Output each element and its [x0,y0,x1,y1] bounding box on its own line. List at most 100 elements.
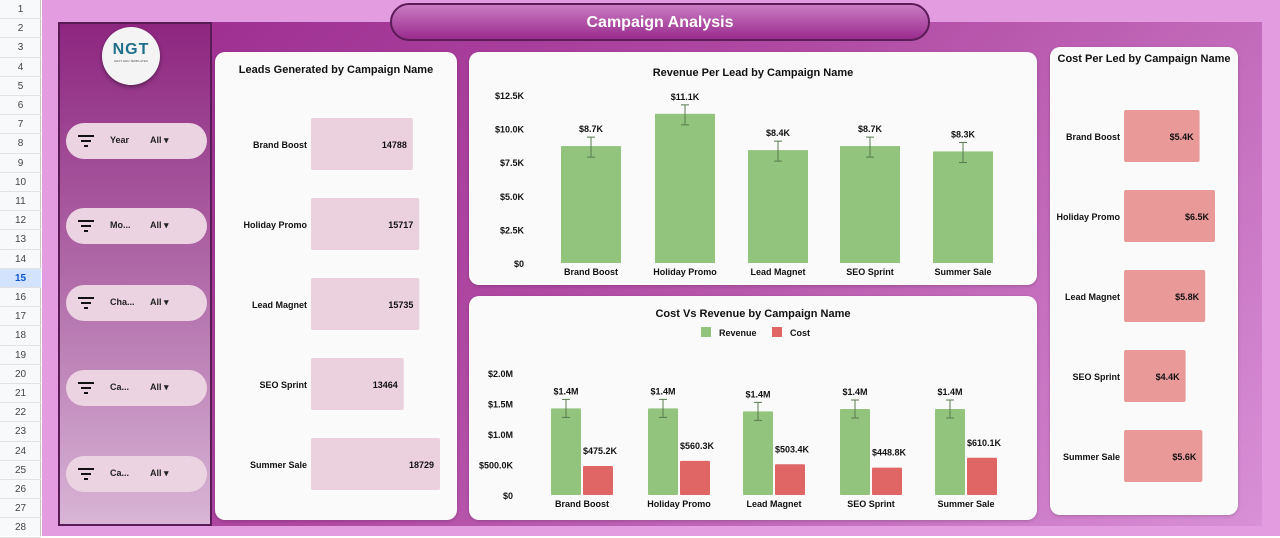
bar [655,113,715,263]
row-number[interactable]: 1 [0,0,41,20]
filter-value-dropdown[interactable]: All ▾ [150,220,169,231]
category-label: SEO Sprint [1072,372,1120,382]
filter-slicer[interactable]: Year All ▾ [66,123,207,159]
filter-icon [78,468,94,480]
filter-slicer[interactable]: Cha... All ▾ [66,285,207,321]
row-number[interactable]: 23 [0,422,41,442]
category-label: Summer Sale [1063,452,1120,462]
dropdown-arrow-icon[interactable]: ▾ [164,468,169,478]
row-number[interactable]: 24 [0,442,41,461]
category-label: Summer Sale [934,267,991,277]
dropdown-arrow-icon[interactable]: ▾ [164,220,169,230]
cost-vs-revenue-chart: $0 $500.0K $1.0M $1.5M $2.0M Revenue Cost $1.4M… [479,327,1002,509]
row-number[interactable]: 16 [0,288,41,308]
ngt-logo: NGT NEXT GEN TEMPLATES [102,27,160,85]
data-label: $11.1K [671,92,700,102]
error-bar [587,136,595,158]
bar [311,438,440,490]
dropdown-arrow-icon[interactable]: ▾ [164,297,169,307]
row-number[interactable]: 14 [0,250,41,269]
row-number[interactable]: 17 [0,307,41,327]
filter-value-dropdown[interactable]: All ▾ [150,468,169,479]
error-bar [946,399,954,419]
filter-value-dropdown[interactable]: All ▾ [150,297,169,308]
bar [1124,350,1186,402]
legend-swatch [772,327,782,337]
bar [933,151,993,263]
row-number[interactable]: 10 [0,173,41,192]
bar [775,464,805,495]
revenue-per-lead-card: Revenue Per Lead by Campaign Name $0 $2.5… [469,52,1037,285]
row-number[interactable]: 2 [0,19,41,39]
category-label: Lead Magnet [252,300,307,310]
bar [1124,270,1206,322]
category-label: Brand Boost [555,499,609,509]
filter-value-dropdown[interactable]: All ▾ [150,135,169,146]
category-label: Holiday Promo [243,220,307,230]
data-label: $1.4M [937,387,962,397]
category-label: Brand Boost [253,140,307,150]
filter-slicer[interactable]: Ca... All ▾ [66,456,207,492]
data-label: 13464 [373,380,398,390]
row-number[interactable]: 19 [0,346,41,365]
bar [680,460,710,495]
data-label: $8.4K [766,128,791,138]
bar [840,146,900,263]
category-label: Lead Magnet [1065,292,1120,302]
row-number[interactable]: 4 [0,58,41,77]
data-label: 15717 [388,220,413,230]
row-number[interactable]: 27 [0,499,41,519]
row-number[interactable]: 6 [0,96,41,116]
dropdown-arrow-icon[interactable]: ▾ [164,382,169,392]
error-bar [681,104,689,126]
dropdown-arrow-icon[interactable]: ▾ [164,135,169,145]
bar [935,408,965,495]
filter-value: All [150,297,162,307]
data-label: 18729 [409,460,434,470]
filter-value-dropdown[interactable]: All ▾ [150,382,169,393]
row-number[interactable]: 25 [0,461,41,480]
row-number[interactable]: 20 [0,365,41,384]
leads-chart: 14788 Brand Boost 15717 Holiday Promo 15735 L… [243,118,440,490]
data-label: $8.7K [858,124,883,134]
filter-slicer[interactable]: Ca... All ▾ [66,370,207,406]
category-label: Brand Boost [1066,132,1120,142]
legend-swatch [701,327,711,337]
row-number[interactable]: 7 [0,115,41,135]
row-number[interactable]: 8 [0,134,41,154]
bar [551,408,581,495]
row-number[interactable]: 18 [0,326,41,346]
row-number[interactable]: 11 [0,192,41,212]
row-number[interactable]: 26 [0,480,41,500]
row-number[interactable]: 28 [0,518,41,538]
category-label: SEO Sprint [846,267,894,277]
row-number[interactable]: 12 [0,211,41,231]
error-bar [866,136,874,158]
row-number[interactable]: 5 [0,77,41,96]
category-label: Holiday Promo [653,267,717,277]
row-number[interactable]: 9 [0,154,41,173]
row-number[interactable]: 3 [0,38,41,58]
row-number[interactable]: 22 [0,403,41,423]
legend-label: Revenue [719,328,757,338]
y-tick-label: $1.5M [488,400,513,410]
y-tick-label: $2.0M [488,369,513,379]
bar [840,408,870,495]
logo-subtext: NEXT GEN TEMPLATES [114,59,148,63]
bar [872,467,902,495]
data-label: $5.4K [1170,132,1195,142]
row-number[interactable]: 21 [0,384,41,404]
row-number[interactable]: 13 [0,230,41,250]
filter-slicer[interactable]: Mo... All ▾ [66,208,207,244]
revenue-per-lead-chart: $0 $2.5K $5.0K $7.5K $10.0K $12.5K $8.7K Brand … [495,91,993,277]
y-tick-label: $5.0K [500,192,525,202]
data-label: $503.4K [775,444,810,454]
row-number[interactable]: 15 [0,268,41,288]
bar [648,408,678,495]
error-bar [659,398,667,418]
data-label: 15735 [388,300,413,310]
bar [748,150,808,263]
filter-label: Ca... [110,468,130,478]
y-tick-label: $0 [514,259,524,269]
cost-per-lead-chart: $5.4K Brand Boost $6.5K Holiday Promo $5.8K L… [1056,110,1215,482]
